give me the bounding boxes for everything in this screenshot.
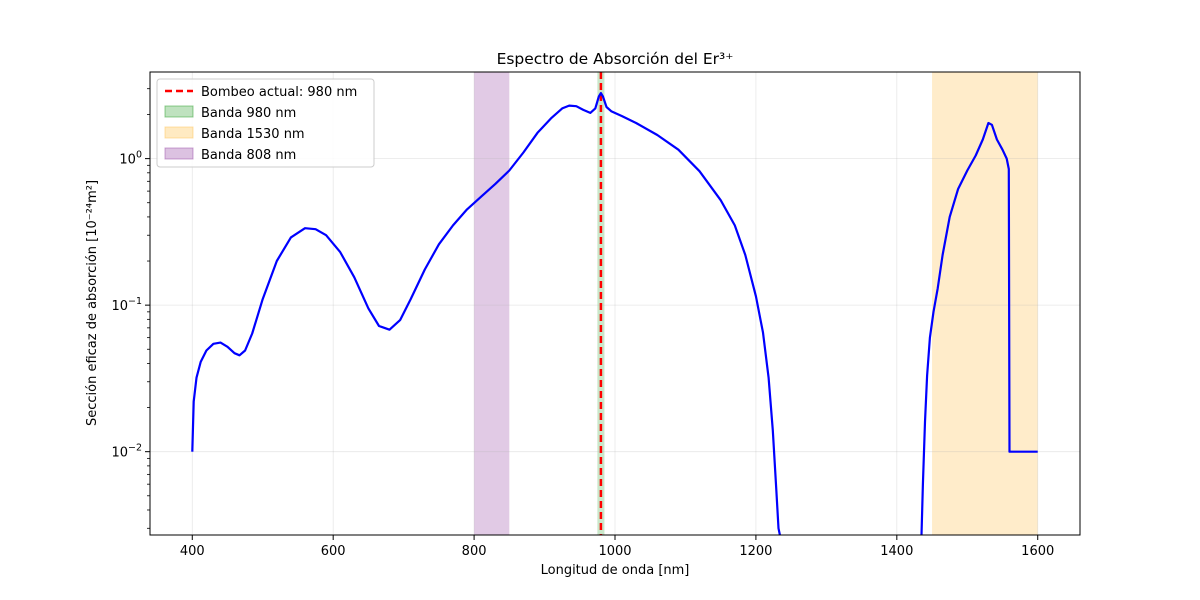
legend-label-3: Banda 808 nm — [201, 148, 296, 163]
x-tick-label-5: 1400 — [880, 544, 913, 559]
legend-swatch-2 — [164, 126, 194, 139]
legend-label-0: Bombeo actual: 980 nm — [201, 85, 357, 100]
x-tick-label-0: 400 — [180, 544, 205, 559]
series-line-segment-1 — [920, 121, 1038, 536]
legend: Bombeo actual: 980 nm Banda 980 nm Banda 1… — [156, 78, 375, 168]
y-tick-label-1: 10−1 — [111, 296, 142, 314]
legend-swatch-1 — [164, 105, 194, 118]
x-axis-label: Longitud de onda [nm] — [541, 563, 690, 578]
series-line-segment-0 — [191, 91, 781, 536]
y-tick-label-2: 100 — [119, 150, 142, 168]
band-2 — [474, 72, 510, 535]
x-tick-label-4: 1200 — [739, 544, 772, 559]
x-tick-label-1: 600 — [321, 544, 346, 559]
legend-swatch-3 — [164, 147, 194, 160]
y-tick-label-0: 10−2 — [111, 443, 142, 461]
x-tick-label-3: 1000 — [598, 544, 631, 559]
grid-layer — [150, 72, 1080, 535]
x-tick-label-2: 800 — [462, 544, 487, 559]
series-layer — [191, 91, 1038, 536]
chart-title: Espectro de Absorción del Er³⁺ — [497, 50, 734, 68]
legend-label-1: Banda 980 nm — [201, 106, 296, 121]
y-axis-label: Sección eficaz de absorción [10⁻²⁴m²] — [85, 180, 100, 426]
legend-label-2: Banda 1530 nm — [201, 127, 305, 142]
legend-box — [156, 78, 375, 168]
x-tick-label-6: 1600 — [1021, 544, 1054, 559]
band-1 — [932, 72, 1038, 535]
ticks-layer: 400 600 800 1000 1200 1400 1600 10−2 10−1 100 — [111, 88, 1054, 559]
